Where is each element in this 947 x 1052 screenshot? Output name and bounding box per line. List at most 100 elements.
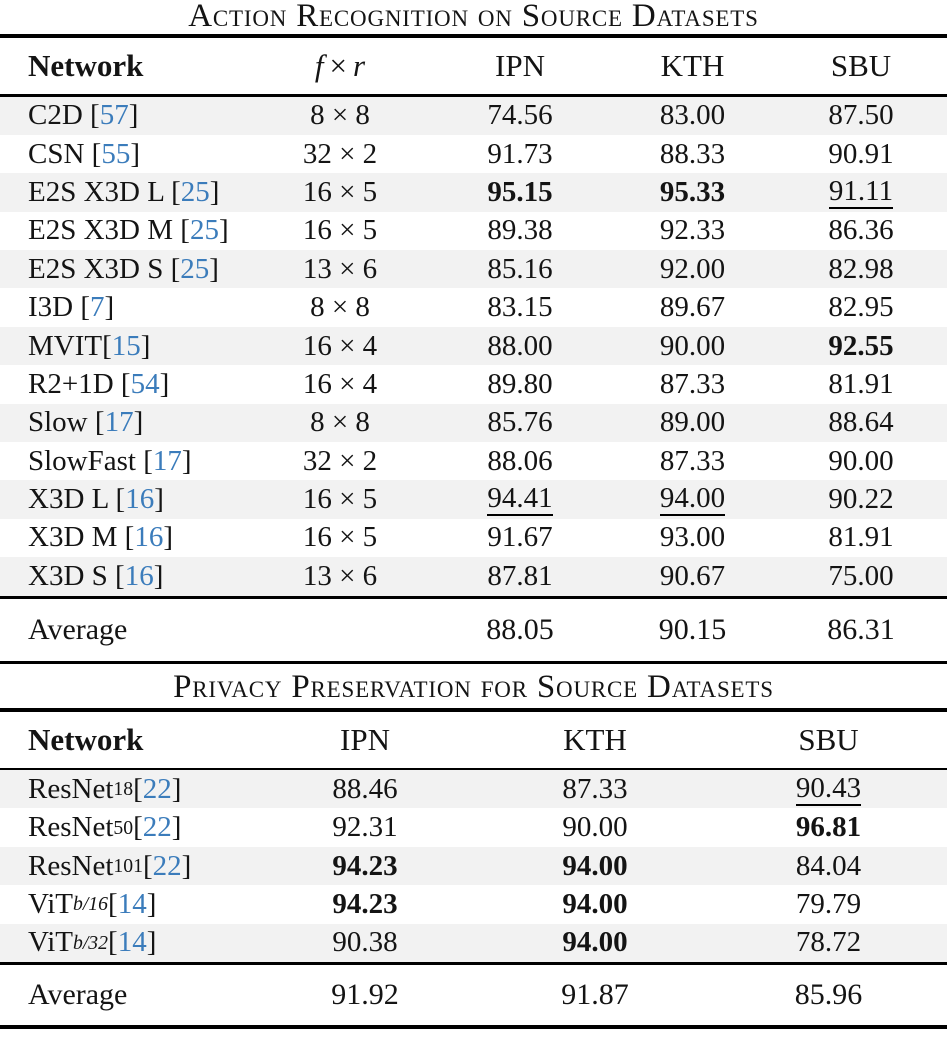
citation-link[interactable]: 22 — [152, 849, 182, 882]
citation-link[interactable]: 16 — [125, 483, 155, 516]
metric-value: 94.00 — [562, 849, 628, 882]
metric-value: 88.06 — [487, 444, 553, 477]
metric-value: 88.46 — [332, 772, 398, 805]
citation-link[interactable]: 7 — [90, 291, 105, 324]
metric-value: 88.64 — [828, 406, 894, 439]
citation-link[interactable]: 14 — [117, 887, 147, 920]
citation-link[interactable]: 15 — [111, 329, 141, 362]
metric-value: 89.00 — [659, 406, 726, 439]
table-row: E2S X3D M [25] 16 × 5 89.38 92.33 86.36 — [0, 212, 947, 250]
metric-value: 90.38 — [332, 926, 398, 959]
metric-value: 88.33 — [659, 137, 726, 170]
table1-pre-average-rule — [0, 595, 947, 599]
column-header-ipn-2: IPN — [340, 721, 390, 757]
table-row: X3D S [16] 13 × 6 87.81 90.67 75.00 — [0, 557, 947, 596]
citation-link[interactable]: 22 — [142, 811, 172, 844]
citation-link[interactable]: 16 — [124, 559, 154, 592]
metric-value-cell: 88.06 — [430, 442, 610, 480]
network-name-cell: C2D [57] — [28, 99, 139, 132]
table-row: Slow [17] 8 × 8 85.76 89.00 88.64 — [0, 403, 947, 443]
metric-value: 91.67 — [487, 521, 553, 554]
metric-value: 86.36 — [828, 214, 894, 247]
metric-value: 90.22 — [828, 483, 894, 516]
table-row: MVIT[15] 16 × 4 88.00 90.00 92.55 — [0, 326, 947, 366]
metric-value-cell: 78.72 — [710, 924, 947, 962]
metric-value: 88.00 — [487, 329, 553, 362]
table-row: E2S X3D S [25] 13 × 6 85.16 92.00 82.98 — [0, 250, 947, 289]
table-row: R2+1D [54] 16 × 4 89.80 87.33 81.91 — [0, 365, 947, 403]
network-name-cell: E2S X3D S [25] — [28, 252, 219, 285]
metric-value: 94.00 — [562, 887, 628, 920]
table-row: X3D L [16] 16 × 5 94.41 94.00 90.22 — [0, 480, 947, 519]
column-header-sbu-2: SBU — [798, 721, 859, 757]
citation-link[interactable]: 25 — [189, 214, 219, 247]
metric-value-cell: 90.38 — [250, 924, 480, 962]
table-row: ViT b/16[14] 94.23 94.00 79.79 — [0, 885, 947, 923]
metric-value-cell: 81.91 — [775, 365, 947, 403]
network-name-cell: X3D M [16] — [28, 521, 174, 554]
metric-value-cell: 84.04 — [710, 847, 947, 885]
metric-value-cell: 86.36 — [775, 212, 947, 250]
column-header-network-2: Network — [28, 721, 144, 757]
average-sbu-value-2: 85.96 — [794, 978, 863, 1012]
metric-value-cell: 83.15 — [430, 288, 610, 326]
metric-value-cell: 95.15 — [430, 173, 610, 211]
metric-value-cell: 88.64 — [775, 404, 947, 442]
metric-value: 82.95 — [828, 291, 894, 324]
table1-top-rule — [0, 34, 947, 38]
frames-rate-cell: 8 × 8 — [310, 291, 370, 324]
metric-value-cell: 94.00 — [480, 924, 710, 962]
metric-value-cell: 85.16 — [430, 250, 610, 288]
citation-link[interactable]: 54 — [130, 367, 160, 400]
network-name-cell: E2S X3D L [25] — [28, 175, 220, 208]
citation-link[interactable]: 25 — [180, 252, 210, 285]
metric-value-cell: 90.00 — [480, 808, 710, 846]
metric-value: 78.72 — [795, 926, 862, 959]
citation-link[interactable]: 22 — [142, 772, 172, 805]
citation-link[interactable]: 17 — [104, 406, 134, 439]
network-name-cell: MVIT[15] — [28, 329, 151, 362]
metric-value-cell: 81.91 — [775, 519, 947, 557]
metric-value-cell: 87.50 — [775, 97, 947, 135]
frames-rate-cell: 8 × 8 — [310, 406, 370, 439]
table2-header-row: Network IPN KTH SBU — [0, 712, 947, 768]
metric-value: 90.43 — [795, 772, 862, 806]
table-row: SlowFast [17] 32 × 2 88.06 87.33 90.00 — [0, 442, 947, 480]
citation-link[interactable]: 57 — [99, 99, 129, 132]
metric-value-cell: 92.31 — [250, 808, 480, 846]
metric-value: 95.15 — [487, 175, 553, 208]
fr-f-symbol: f — [314, 48, 324, 83]
metric-value-cell: 74.56 — [430, 97, 610, 135]
frames-rate-cell: 32 × 2 — [302, 444, 378, 477]
average-sbu-value: 86.31 — [827, 612, 895, 646]
citation-link[interactable]: 16 — [134, 521, 164, 554]
metric-value-cell: 89.38 — [430, 212, 610, 250]
frames-rate-cell: 16 × 5 — [302, 521, 378, 554]
table1-body: C2D [57] 8 × 8 74.56 83.00 87.50 CSN [55] 32 ×… — [0, 96, 947, 596]
metric-value: 83.00 — [659, 99, 726, 132]
metric-value-cell: 94.00 — [480, 847, 710, 885]
table-row: I3D [7] 8 × 8 83.15 89.67 82.95 — [0, 288, 947, 326]
metric-value-cell: 94.23 — [250, 847, 480, 885]
metric-value-cell: 87.81 — [430, 557, 610, 595]
column-header-ipn: IPN — [495, 48, 545, 83]
table-row: ResNet 18 [22] 88.46 87.33 90.43 — [0, 770, 947, 809]
metric-value: 95.33 — [659, 175, 726, 208]
citation-link[interactable]: 17 — [152, 444, 182, 477]
network-name-cell: X3D L [16] — [28, 483, 164, 516]
network-name-cell: ResNet 18 [22] — [28, 772, 182, 805]
frames-rate-cell: 16 × 5 — [302, 214, 378, 247]
citation-link[interactable]: 55 — [101, 137, 131, 170]
table-row: X3D M [16] 16 × 5 91.67 93.00 81.91 — [0, 519, 947, 557]
metric-value: 96.81 — [795, 811, 862, 844]
citation-link[interactable]: 25 — [180, 175, 210, 208]
metric-value-cell: 94.00 — [480, 885, 710, 923]
metric-value: 84.04 — [795, 849, 862, 882]
metric-value-cell: 82.98 — [775, 250, 947, 288]
citation-link[interactable]: 14 — [117, 926, 147, 959]
metric-value-cell: 94.41 — [430, 480, 610, 518]
metric-value: 89.38 — [487, 214, 553, 247]
metric-value: 87.50 — [828, 99, 894, 132]
table-row: C2D [57] 8 × 8 74.56 83.00 87.50 — [0, 96, 947, 135]
